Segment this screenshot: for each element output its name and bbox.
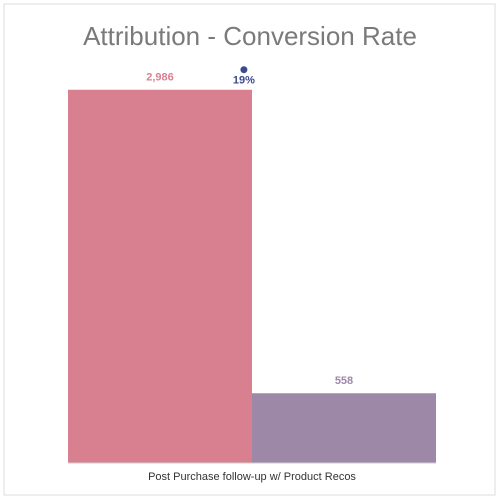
point — [240, 66, 248, 74]
data-label: 19% — [233, 75, 255, 87]
data-label: 2,986 — [146, 72, 174, 84]
chart-title: Attribution - Conversion Rate — [83, 21, 417, 51]
bar — [68, 89, 252, 463]
x-tick-label: Post Purchase follow-up w/ Product Recos — [148, 471, 356, 483]
data-label: 558 — [335, 375, 353, 387]
bar — [252, 393, 436, 463]
